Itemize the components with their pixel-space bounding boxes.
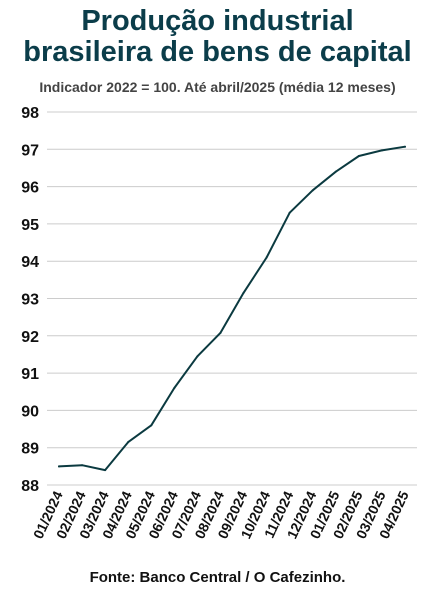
data-point	[104, 469, 107, 472]
y-tick-label: 89	[21, 441, 39, 458]
data-point	[288, 211, 291, 214]
chart-subtitle: Indicador 2022 = 100. Até abril/2025 (mé…	[39, 79, 396, 95]
data-point	[58, 465, 60, 468]
data-point	[81, 464, 84, 467]
data-point	[265, 256, 268, 259]
data-point	[357, 155, 360, 158]
data-point	[380, 149, 383, 152]
data-point	[150, 424, 153, 427]
source-footer: Fonte: Banco Central / O Cafezinho.	[89, 569, 346, 586]
chart-title-line-2: brasileira de bens de capital	[23, 36, 412, 68]
y-tick-label: 88	[21, 478, 39, 495]
y-tick-label: 95	[21, 217, 39, 234]
data-point	[219, 331, 222, 334]
data-point	[242, 291, 245, 294]
y-tick-label: 96	[21, 180, 39, 197]
y-tick-label: 93	[21, 292, 39, 309]
data-point	[311, 189, 314, 192]
data-point	[173, 387, 176, 390]
data-point	[404, 145, 406, 148]
y-tick-label: 91	[21, 366, 39, 383]
y-tick-label: 97	[21, 142, 39, 159]
data-point	[196, 355, 199, 358]
y-tick-label: 90	[21, 403, 39, 420]
y-tick-label: 98	[21, 105, 39, 122]
data-point	[334, 170, 337, 173]
series-line	[58, 145, 406, 472]
chart-title: Produção industrial brasileira de bens d…	[0, 6, 435, 68]
y-tick-label: 92	[21, 329, 39, 346]
chart-title-line-1: Produção industrial	[81, 5, 354, 37]
data-point	[127, 441, 130, 444]
y-tick-label: 94	[21, 254, 39, 271]
